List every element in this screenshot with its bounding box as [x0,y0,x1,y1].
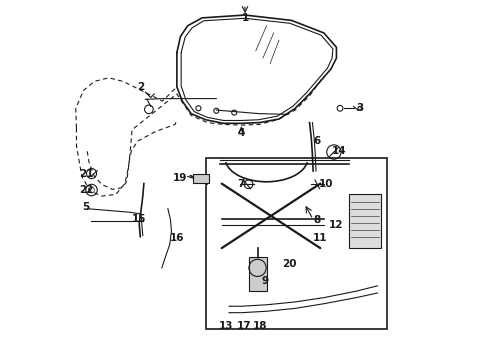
Text: 19: 19 [173,173,188,183]
Text: 7: 7 [238,179,245,189]
Text: 1: 1 [242,13,248,23]
Text: 8: 8 [313,215,320,225]
Bar [248,257,267,291]
Text: 11: 11 [313,233,327,243]
Text: 15: 15 [132,214,147,224]
Text: 22: 22 [79,185,94,195]
Bar [349,194,381,248]
Text: 3: 3 [356,103,364,113]
Text: 9: 9 [261,276,269,286]
Text: 4: 4 [238,129,245,138]
Text: 14: 14 [332,146,346,156]
Text: 13: 13 [219,321,234,331]
Text: 6: 6 [313,136,320,145]
Text: 17: 17 [237,321,251,331]
Bar [205,158,387,329]
Text: 20: 20 [283,259,297,269]
Text: 12: 12 [329,220,343,230]
Bar [193,174,209,183]
Text: 2: 2 [137,82,145,93]
Text: 10: 10 [318,179,333,189]
Text: 16: 16 [170,233,184,243]
Text: 21: 21 [79,168,94,179]
Text: 18: 18 [253,321,268,331]
Text: 5: 5 [82,202,89,212]
